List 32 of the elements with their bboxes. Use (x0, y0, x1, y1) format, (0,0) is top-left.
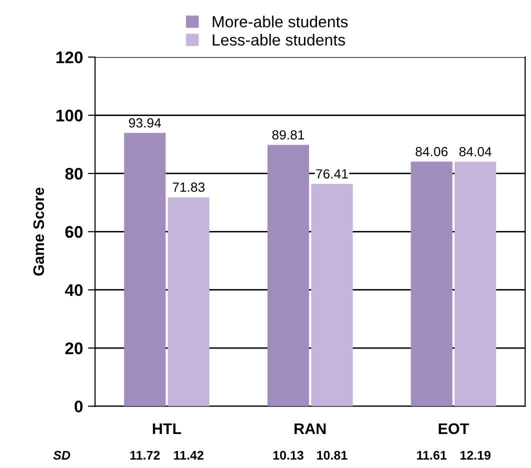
y-tick-label: 20 (65, 342, 83, 354)
bar (410, 162, 452, 406)
x-tick-label: HTL (152, 423, 182, 434)
y-tick-label: 60 (65, 226, 83, 238)
data-label: 71.83 (172, 182, 205, 192)
y-tick-label: 40 (64, 284, 83, 296)
bar (267, 144, 310, 406)
bar (454, 162, 496, 406)
legend-label: Less-able students (212, 34, 346, 46)
y-tick-label: 120 (56, 51, 83, 64)
bar (311, 184, 353, 406)
bar (124, 132, 166, 406)
y-axis-title: Game Score (33, 188, 44, 276)
y-tick-label: 0 (74, 400, 83, 412)
data-label: 76.41 (316, 169, 348, 179)
x-tick-label: RAN (294, 423, 326, 434)
data-label: 93.94 (128, 118, 161, 128)
text: 11.42 (174, 450, 204, 460)
text: 10.13 (273, 450, 304, 460)
bar (168, 197, 210, 406)
x-tick-label: EOT (438, 423, 470, 434)
y-tick-label: 100 (56, 110, 83, 122)
text: 10.81 (317, 450, 348, 460)
text: 11.72 (130, 450, 160, 460)
text: 11.61 (417, 450, 447, 460)
text: SD (53, 450, 70, 460)
text: 12.19 (460, 450, 491, 460)
data-label: 84.06 (416, 146, 448, 156)
y-tick-label: 80 (65, 168, 83, 180)
data-label: 89.81 (272, 130, 304, 140)
data-label: 84.04 (459, 146, 492, 156)
legend-label: More-able students (212, 16, 348, 28)
